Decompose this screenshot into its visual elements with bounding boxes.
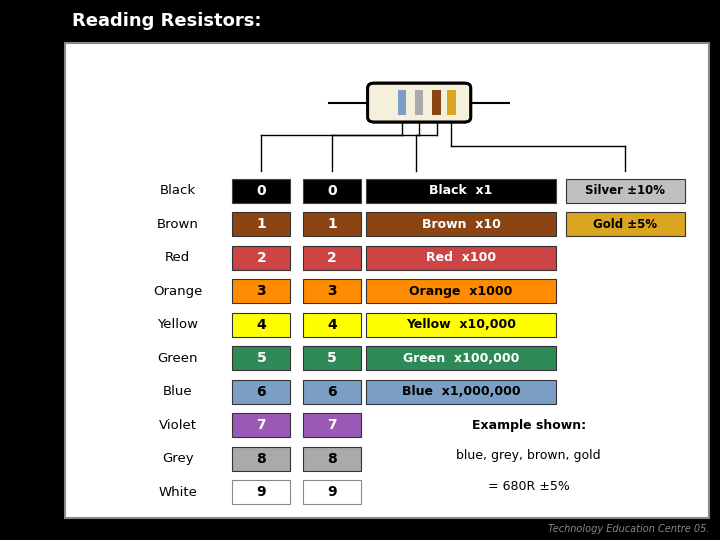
Text: Red: Red [165,251,190,264]
Bar [447,90,456,116]
Text: Brown: Brown [157,218,199,231]
Text: 8: 8 [328,451,337,465]
FancyBboxPatch shape [303,246,361,269]
Text: 4: 4 [328,318,337,332]
FancyBboxPatch shape [303,413,361,437]
Text: 1: 1 [256,217,266,231]
FancyBboxPatch shape [303,480,361,504]
Text: 9: 9 [256,485,266,499]
FancyBboxPatch shape [233,346,290,370]
Text: 0: 0 [256,184,266,198]
Text: Orange  x1000: Orange x1000 [410,285,513,298]
FancyBboxPatch shape [65,43,709,518]
Text: Violet: Violet [158,418,197,431]
Text: Grey: Grey [162,452,194,465]
FancyBboxPatch shape [366,313,556,337]
Text: Red  x100: Red x100 [426,251,496,264]
Text: Reading Resistors:: Reading Resistors: [72,12,261,30]
Text: Technology Education Centre 05.: Technology Education Centre 05. [548,523,709,534]
Bar [397,90,406,116]
Text: 2: 2 [328,251,337,265]
Text: Example shown:: Example shown: [472,418,586,431]
FancyBboxPatch shape [366,346,556,370]
FancyBboxPatch shape [366,279,556,303]
FancyBboxPatch shape [233,279,290,303]
FancyBboxPatch shape [303,313,361,337]
Text: 6: 6 [328,384,337,399]
Text: 4: 4 [256,318,266,332]
Text: 0: 0 [328,184,337,198]
FancyBboxPatch shape [233,413,290,437]
Text: 9: 9 [328,485,337,499]
Text: Orange: Orange [153,285,202,298]
FancyBboxPatch shape [366,380,556,404]
Text: Yellow  x10,000: Yellow x10,000 [406,318,516,331]
FancyBboxPatch shape [303,179,361,202]
Text: 7: 7 [256,418,266,432]
FancyBboxPatch shape [233,246,290,269]
Text: 3: 3 [256,284,266,298]
Text: White: White [158,485,197,498]
Text: = 680R ±5%: = 680R ±5% [488,480,570,493]
Text: 6: 6 [256,384,266,399]
FancyBboxPatch shape [566,179,685,202]
FancyBboxPatch shape [303,346,361,370]
Text: Green: Green [157,352,198,365]
FancyBboxPatch shape [303,380,361,404]
Text: Blue: Blue [163,385,192,398]
FancyBboxPatch shape [303,212,361,236]
FancyBboxPatch shape [368,83,471,122]
FancyBboxPatch shape [233,480,290,504]
FancyBboxPatch shape [233,212,290,236]
Text: Resistor colour codes: Resistor colour codes [77,206,90,356]
Text: Gold ±5%: Gold ±5% [593,218,657,231]
Text: 8: 8 [256,451,266,465]
FancyBboxPatch shape [366,246,556,269]
Text: Silver ±10%: Silver ±10% [585,184,665,197]
Bar [415,90,423,116]
Text: Yellow: Yellow [157,318,198,331]
FancyBboxPatch shape [233,447,290,471]
Text: Brown  x10: Brown x10 [422,218,500,231]
FancyBboxPatch shape [233,313,290,337]
FancyBboxPatch shape [366,212,556,236]
Bar [433,90,441,116]
Text: 2: 2 [256,251,266,265]
Text: Black  x1: Black x1 [429,184,492,197]
Text: blue, grey, brown, gold: blue, grey, brown, gold [456,449,601,462]
Text: Green  x100,000: Green x100,000 [403,352,519,365]
Text: 7: 7 [328,418,337,432]
Text: 3: 3 [328,284,337,298]
Text: 5: 5 [256,351,266,365]
Text: 1: 1 [328,217,337,231]
FancyBboxPatch shape [233,380,290,404]
FancyBboxPatch shape [233,179,290,202]
FancyBboxPatch shape [303,279,361,303]
Text: 5: 5 [328,351,337,365]
FancyBboxPatch shape [303,447,361,471]
FancyBboxPatch shape [366,179,556,202]
Text: Black: Black [160,184,196,197]
FancyBboxPatch shape [566,212,685,236]
Text: Blue  x1,000,000: Blue x1,000,000 [402,385,521,398]
